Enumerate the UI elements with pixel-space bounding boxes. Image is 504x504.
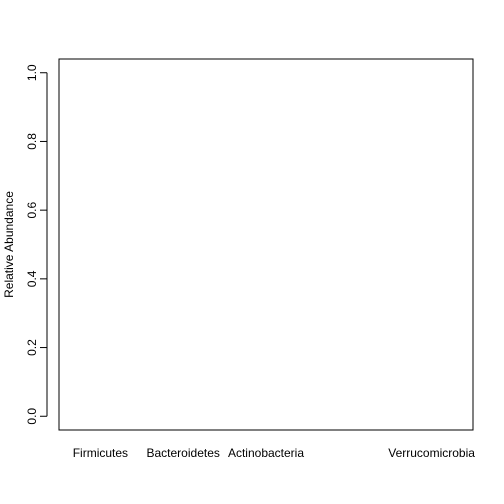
x-tick-label: Firmicutes xyxy=(73,446,128,460)
y-axis-label: Relative Abundance xyxy=(2,191,16,298)
x-tick-label: Actinobacteria xyxy=(228,446,304,460)
x-tick-label: Bacteroidetes xyxy=(147,446,220,460)
y-tick-label: 1.0 xyxy=(25,64,39,81)
plot-frame xyxy=(58,58,474,431)
x-axis: Firmicutes Bacteroidetes Actinobacteria Ver… xyxy=(73,446,476,460)
y-tick-label: 0.6 xyxy=(25,201,39,218)
y-tick-label: 0.8 xyxy=(25,133,39,150)
y-tick-label: 0.4 xyxy=(25,270,39,287)
y-axis: 0.0 0.2 0.4 0.6 0.8 1.0 xyxy=(25,64,48,425)
y-tick-label: 0.0 xyxy=(25,408,39,425)
x-tick-label: Verrucomicrobia xyxy=(388,446,475,460)
y-tick-label: 0.2 xyxy=(25,339,39,356)
